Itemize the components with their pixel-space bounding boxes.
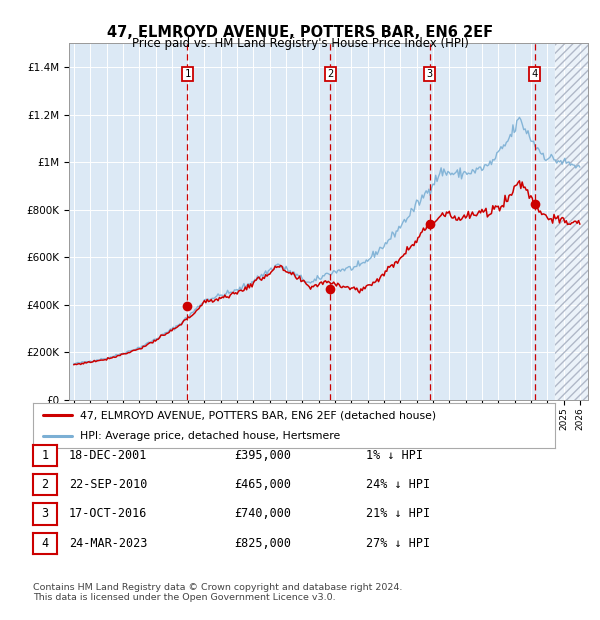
Text: 21% ↓ HPI: 21% ↓ HPI [366, 508, 430, 520]
Text: 1% ↓ HPI: 1% ↓ HPI [366, 450, 423, 462]
Text: 47, ELMROYD AVENUE, POTTERS BAR, EN6 2EF (detached house): 47, ELMROYD AVENUE, POTTERS BAR, EN6 2EF… [80, 410, 436, 420]
Text: £395,000: £395,000 [234, 450, 291, 462]
Text: 27% ↓ HPI: 27% ↓ HPI [366, 537, 430, 549]
Text: 22-SEP-2010: 22-SEP-2010 [69, 479, 148, 491]
Text: 3: 3 [427, 69, 433, 79]
Bar [556, 43, 600, 400]
Text: 4: 4 [532, 69, 538, 79]
Text: 1: 1 [41, 450, 49, 462]
Text: £740,000: £740,000 [234, 508, 291, 520]
Bar [556, 43, 600, 400]
Text: 47, ELMROYD AVENUE, POTTERS BAR, EN6 2EF: 47, ELMROYD AVENUE, POTTERS BAR, EN6 2EF [107, 25, 493, 40]
Text: 1: 1 [184, 69, 191, 79]
Text: 18-DEC-2001: 18-DEC-2001 [69, 450, 148, 462]
Text: 24% ↓ HPI: 24% ↓ HPI [366, 479, 430, 491]
Text: Price paid vs. HM Land Registry's House Price Index (HPI): Price paid vs. HM Land Registry's House … [131, 37, 469, 50]
Text: HPI: Average price, detached house, Hertsmere: HPI: Average price, detached house, Hert… [80, 430, 340, 441]
Text: 2: 2 [41, 479, 49, 491]
Text: 17-OCT-2016: 17-OCT-2016 [69, 508, 148, 520]
Text: £825,000: £825,000 [234, 537, 291, 549]
Text: 4: 4 [41, 537, 49, 549]
Text: 2: 2 [328, 69, 334, 79]
Text: £465,000: £465,000 [234, 479, 291, 491]
Text: 24-MAR-2023: 24-MAR-2023 [69, 537, 148, 549]
Text: 3: 3 [41, 508, 49, 520]
Text: Contains HM Land Registry data © Crown copyright and database right 2024.
This d: Contains HM Land Registry data © Crown c… [33, 583, 403, 602]
